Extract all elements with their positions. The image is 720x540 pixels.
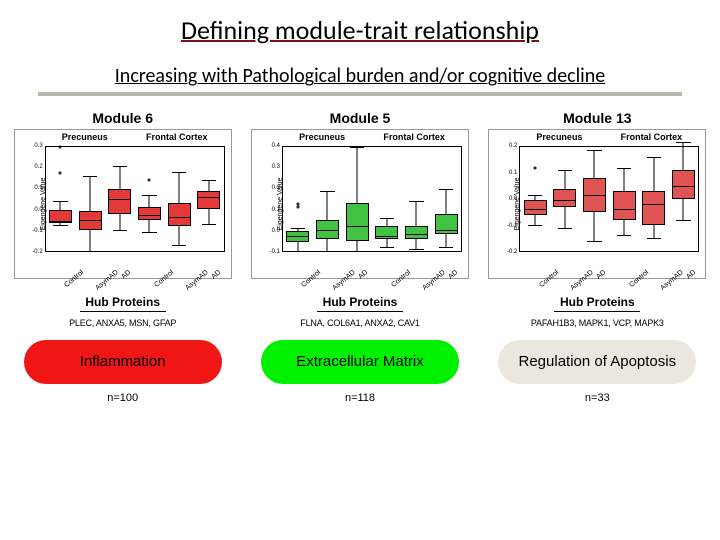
boxplot-chart: PrecuneusFrontal CortexEigengene Value0.… bbox=[488, 129, 706, 279]
x-tick: AD bbox=[210, 269, 222, 281]
x-tick: Control bbox=[538, 269, 560, 289]
box bbox=[197, 191, 220, 210]
box bbox=[108, 189, 131, 214]
x-tick: Control bbox=[300, 269, 322, 289]
region-label: Frontal Cortex bbox=[621, 132, 683, 142]
box bbox=[672, 170, 695, 199]
region-label: Frontal Cortex bbox=[383, 132, 445, 142]
x-tick: AD bbox=[447, 269, 459, 281]
category-pill: Inflammation bbox=[24, 340, 222, 384]
box bbox=[49, 210, 72, 222]
box bbox=[583, 178, 606, 212]
box bbox=[405, 226, 428, 238]
y-tick: 0.3 bbox=[272, 164, 280, 170]
region-label: Precuneus bbox=[536, 132, 582, 142]
box bbox=[613, 191, 636, 220]
category-pill: Extracellular Matrix bbox=[261, 340, 459, 384]
box bbox=[553, 189, 576, 207]
hub-proteins-list: PLEC, ANXA5, MSN, GFAP bbox=[69, 318, 176, 328]
region-label: Precuneus bbox=[299, 132, 345, 142]
category-pill: Regulation of Apoptosis bbox=[498, 340, 696, 384]
x-tick: Control bbox=[63, 269, 85, 289]
box bbox=[346, 203, 369, 240]
page-title: Defining module-trait relationship bbox=[0, 0, 720, 46]
n-count: n=33 bbox=[585, 392, 610, 404]
y-tick: -0.2 bbox=[507, 249, 517, 255]
module-columns: Module 6PrecuneusFrontal CortexEigengene… bbox=[0, 106, 720, 404]
y-tick: 0.1 bbox=[34, 185, 42, 191]
x-tick: AsymAD bbox=[422, 269, 447, 292]
x-tick: Control bbox=[628, 269, 650, 289]
plot-area bbox=[282, 146, 462, 252]
y-tick: 0.2 bbox=[509, 143, 517, 149]
y-tick: -0.1 bbox=[270, 249, 280, 255]
region-label: Precuneus bbox=[62, 132, 108, 142]
module-column: Module 13PrecuneusFrontal CortexEigengen… bbox=[481, 106, 714, 404]
n-count: n=118 bbox=[345, 392, 375, 404]
hub-proteins-label: Hub Proteins bbox=[560, 295, 635, 309]
y-tick: 0.0 bbox=[272, 228, 280, 234]
y-tick: 0.1 bbox=[272, 207, 280, 213]
page-subtitle: Increasing with Pathological burden and/… bbox=[38, 46, 682, 96]
y-tick: 0.4 bbox=[272, 143, 280, 149]
x-tick: AD bbox=[595, 269, 607, 281]
y-tick: -0.1 bbox=[507, 223, 517, 229]
box bbox=[375, 226, 398, 238]
y-tick: 0.2 bbox=[34, 164, 42, 170]
x-tick: AsymAD bbox=[332, 269, 357, 292]
box bbox=[435, 214, 458, 235]
x-tick: AD bbox=[357, 269, 369, 281]
divider bbox=[317, 311, 403, 312]
x-tick: AsymAD bbox=[94, 269, 119, 292]
x-tick: AsymAD bbox=[184, 269, 209, 292]
hub-proteins-label: Hub Proteins bbox=[85, 295, 160, 309]
y-tick: 0.1 bbox=[509, 170, 517, 176]
x-tick: AsymAD bbox=[659, 269, 684, 292]
boxplot-chart: PrecuneusFrontal CortexEigengene Value0.… bbox=[14, 129, 232, 279]
box bbox=[642, 191, 665, 225]
y-tick: -0.1 bbox=[32, 228, 42, 234]
divider bbox=[554, 311, 640, 312]
y-tick: -0.2 bbox=[32, 249, 42, 255]
box bbox=[286, 231, 309, 241]
y-tick: 0.0 bbox=[509, 196, 517, 202]
box bbox=[79, 211, 102, 230]
box bbox=[524, 200, 547, 214]
x-tick: Control bbox=[390, 269, 412, 289]
hub-proteins-list: PAFAH1B3, MAPK1, VCP, MAPK3 bbox=[531, 318, 664, 328]
module-title: Module 6 bbox=[92, 110, 153, 126]
module-title: Module 13 bbox=[563, 110, 631, 126]
boxplot-chart: PrecuneusFrontal CortexEigengene Value0.… bbox=[251, 129, 469, 279]
divider bbox=[80, 311, 166, 312]
box bbox=[168, 203, 191, 226]
box bbox=[316, 220, 339, 239]
y-tick: 0.0 bbox=[34, 207, 42, 213]
module-title: Module 5 bbox=[330, 110, 391, 126]
module-column: Module 5PrecuneusFrontal CortexEigengene… bbox=[243, 106, 476, 404]
hub-proteins-label: Hub Proteins bbox=[323, 295, 398, 309]
plot-area bbox=[45, 146, 225, 252]
module-column: Module 6PrecuneusFrontal CortexEigengene… bbox=[6, 106, 239, 404]
x-tick: AD bbox=[685, 269, 697, 281]
y-tick: 0.3 bbox=[34, 143, 42, 149]
box bbox=[138, 207, 161, 219]
x-tick: AsymAD bbox=[569, 269, 594, 292]
y-tick: 0.2 bbox=[272, 185, 280, 191]
region-label: Frontal Cortex bbox=[146, 132, 208, 142]
n-count: n=100 bbox=[107, 392, 138, 404]
x-tick: AD bbox=[120, 269, 132, 281]
x-tick: Control bbox=[153, 269, 175, 289]
hub-proteins-list: FLNA, COL6A1, ANXA2, CAV1 bbox=[300, 318, 419, 328]
plot-area bbox=[519, 146, 699, 252]
